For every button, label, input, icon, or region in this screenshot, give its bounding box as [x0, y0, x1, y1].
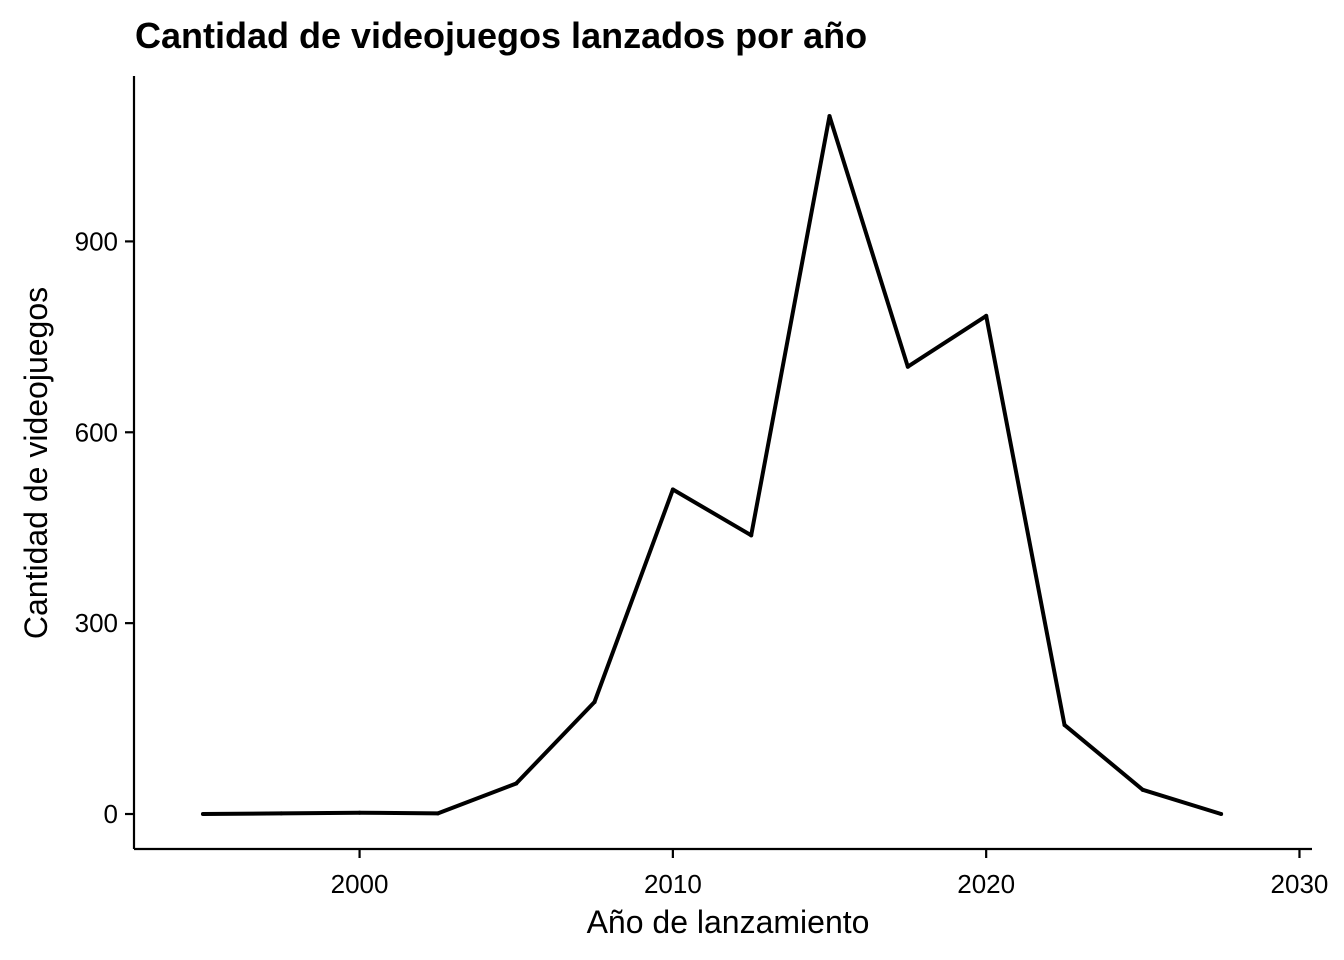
- y-axis-title: Cantidad de videojuegos: [18, 287, 54, 639]
- data-point: [670, 487, 675, 492]
- data-point: [984, 313, 989, 318]
- y-tick-label: 900: [75, 226, 118, 256]
- y-axis-ticks: 0 300 600 900: [75, 226, 134, 829]
- y-tick-label: 600: [75, 417, 118, 447]
- data-point: [435, 811, 440, 816]
- data-point: [357, 810, 362, 815]
- data-point: [1062, 722, 1067, 727]
- x-tick-label: 2020: [957, 869, 1015, 899]
- series-line: [202, 114, 1222, 816]
- data-point: [1219, 812, 1224, 817]
- x-tick-label: 2030: [1271, 869, 1329, 899]
- x-tick-label: 2010: [644, 869, 702, 899]
- x-axis-ticks: 2000 2010 2020 2030: [331, 849, 1329, 899]
- data-point: [514, 781, 519, 786]
- x-axis-title: Año de lanzamiento: [587, 904, 870, 940]
- data-point: [905, 364, 910, 369]
- y-tick-label: 300: [75, 608, 118, 638]
- data-point: [592, 700, 597, 705]
- data-point: [1140, 787, 1145, 792]
- chart-title: Cantidad de videojuegos lanzados por año: [135, 15, 867, 56]
- data-point: [200, 812, 205, 817]
- data-point: [827, 114, 832, 119]
- y-tick-label: 0: [104, 799, 118, 829]
- data-point: [749, 533, 754, 538]
- series-points: [200, 114, 1224, 817]
- x-tick-label: 2000: [331, 869, 389, 899]
- data-point: [279, 811, 284, 816]
